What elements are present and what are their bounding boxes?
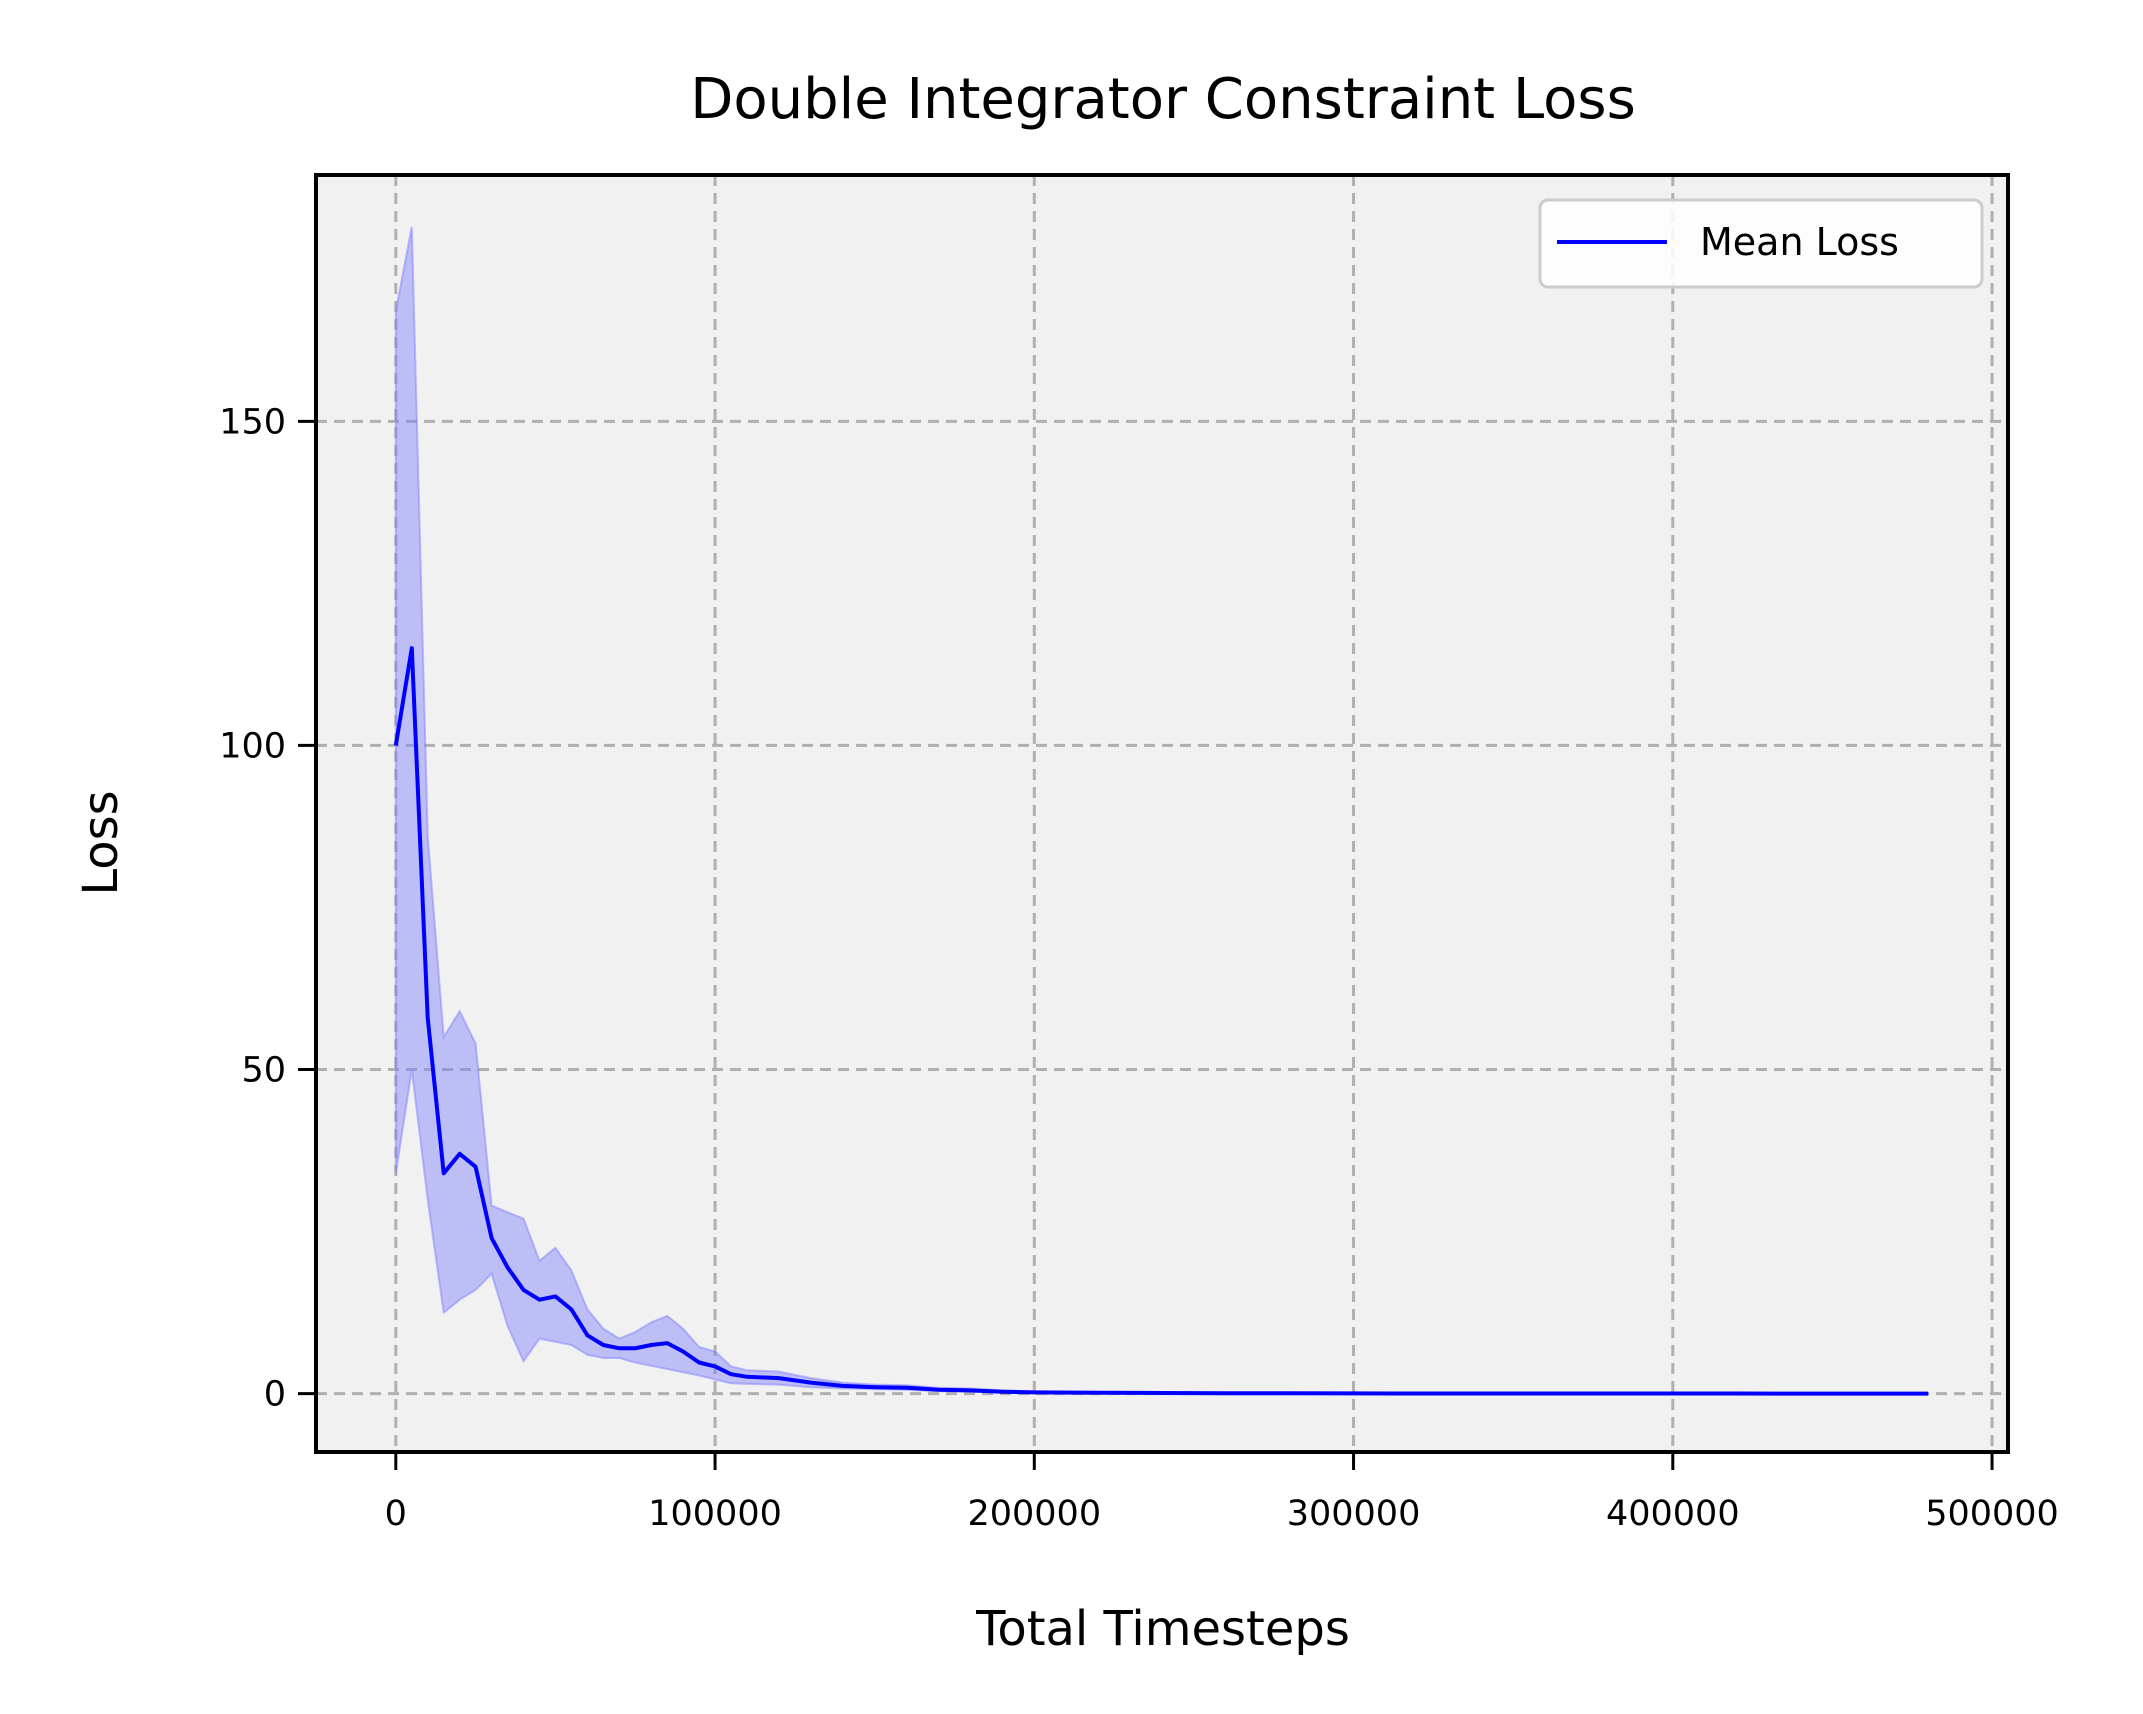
legend: Mean Loss [1538, 198, 1984, 289]
x-tick-label: 400000 [1606, 1494, 1740, 1534]
legend-label-mean-loss: Mean Loss [1700, 220, 1899, 264]
chart-title: Double Integrator Constraint Loss [690, 67, 1636, 132]
x-axis-label: Total Timesteps [975, 1601, 1350, 1657]
y-tick-label: 100 [219, 726, 286, 766]
y-tick-label: 50 [241, 1051, 286, 1091]
x-tick-label: 300000 [1287, 1494, 1421, 1534]
plot-frame [314, 173, 2010, 1454]
y-tick-label: 0 [264, 1375, 286, 1415]
legend-box [1538, 198, 1984, 289]
x-axis: 0 100000 200000 300000 400000 500000 [385, 1452, 2059, 1534]
y-axis-label: Loss [73, 790, 129, 895]
plot-background [316, 175, 2008, 1452]
y-axis: 0 50 100 150 [219, 402, 316, 1415]
y-tick-label: 150 [219, 402, 286, 442]
x-tick-label: 200000 [967, 1494, 1101, 1534]
series-line-mean-loss [393, 646, 1929, 1396]
x-tick-label: 100000 [648, 1494, 782, 1534]
x-tick-label: 0 [385, 1494, 407, 1534]
plot-area [314, 173, 2010, 1454]
x-tick-label: 500000 [1925, 1494, 2059, 1534]
